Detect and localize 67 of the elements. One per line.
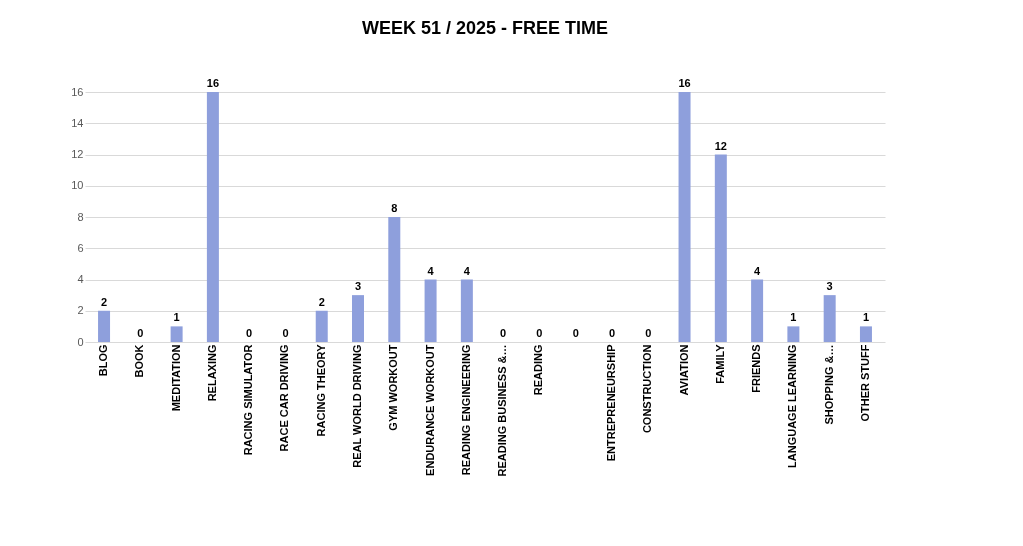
y-tick-label: 14 — [71, 116, 84, 129]
bar — [823, 295, 836, 342]
bar — [388, 217, 401, 342]
x-tick-label: AVIATION — [677, 344, 690, 396]
data-label: 0 — [137, 327, 144, 339]
x-tick-label: RACING SIMULATOR — [242, 344, 255, 456]
data-label: 0 — [246, 327, 253, 339]
data-label: 12 — [714, 139, 727, 152]
x-tick-label: ENDURANCE WORKOUT — [423, 344, 436, 476]
x-tick-label: MEDITATION — [169, 344, 182, 412]
x-tick-label: FAMILY — [713, 343, 726, 384]
data-label: 0 — [282, 327, 289, 339]
y-tick-label: 12 — [71, 148, 84, 160]
y-tick-label: 4 — [77, 273, 84, 285]
x-tick-label: REAL WORLD DRIVING — [351, 344, 364, 468]
x-tick-label: LANGUAGE LEARNING — [786, 344, 799, 468]
chart-title: WEEK 51 / 2025 - FREE TIME — [361, 18, 609, 38]
data-label: 0 — [645, 327, 652, 339]
data-label: 16 — [678, 77, 691, 89]
x-tick-label: RACE CAR DRIVING — [278, 344, 291, 452]
x-tick-label: READING — [532, 344, 545, 396]
data-label: 0 — [608, 327, 616, 339]
bar — [859, 326, 872, 342]
y-tick-label: 8 — [77, 210, 84, 223]
x-tick-label: RACING THEORY — [314, 343, 327, 437]
bar — [315, 310, 328, 342]
x-tick-label: READING ENGINEERING — [459, 344, 472, 476]
y-tick-label: 16 — [71, 85, 84, 98]
bar — [98, 310, 111, 342]
bar — [714, 154, 727, 342]
x-tick-label: OTHER STUFF — [858, 344, 871, 422]
y-tick-label: 10 — [71, 179, 84, 192]
x-tick-label: BLOG — [97, 344, 110, 377]
y-tick-label: 2 — [77, 304, 84, 317]
bar — [424, 279, 437, 342]
data-label: 1 — [862, 311, 870, 324]
bar — [206, 92, 219, 342]
x-tick-label: FRIENDS — [750, 344, 763, 393]
bar — [751, 279, 764, 342]
bar — [352, 295, 365, 342]
data-label: 2 — [318, 295, 325, 308]
x-tick-label: ENTREPRENEURSHIP — [604, 344, 617, 462]
data-label: 0 — [500, 327, 507, 339]
bar — [678, 92, 691, 342]
x-tick-label: SHOPPING &… — [822, 344, 835, 425]
data-label: 1 — [790, 311, 797, 324]
y-tick-label: 6 — [77, 241, 84, 254]
x-tick-label: READING BUSINESS &… — [496, 344, 509, 477]
data-label: 0 — [536, 327, 543, 339]
data-label: 8 — [391, 202, 398, 214]
data-label: 0 — [572, 327, 579, 339]
data-label: 16 — [206, 77, 220, 89]
y-tick-label: 0 — [77, 335, 84, 348]
data-label: 4 — [754, 264, 762, 277]
data-label: 3 — [826, 280, 833, 293]
data-label: 3 — [354, 280, 362, 293]
x-tick-label: BOOK — [133, 344, 146, 378]
data-label: 2 — [100, 295, 108, 308]
data-label: 4 — [427, 264, 435, 277]
bar — [170, 326, 183, 342]
bar — [460, 279, 473, 342]
bar — [787, 326, 800, 342]
x-tick-label: GYM WORKOUT — [387, 344, 400, 431]
data-label: 4 — [463, 264, 471, 277]
x-tick-label: CONSTRUCTION — [641, 344, 654, 434]
data-label: 1 — [173, 311, 180, 324]
x-tick-label: RELAXING — [205, 344, 218, 402]
